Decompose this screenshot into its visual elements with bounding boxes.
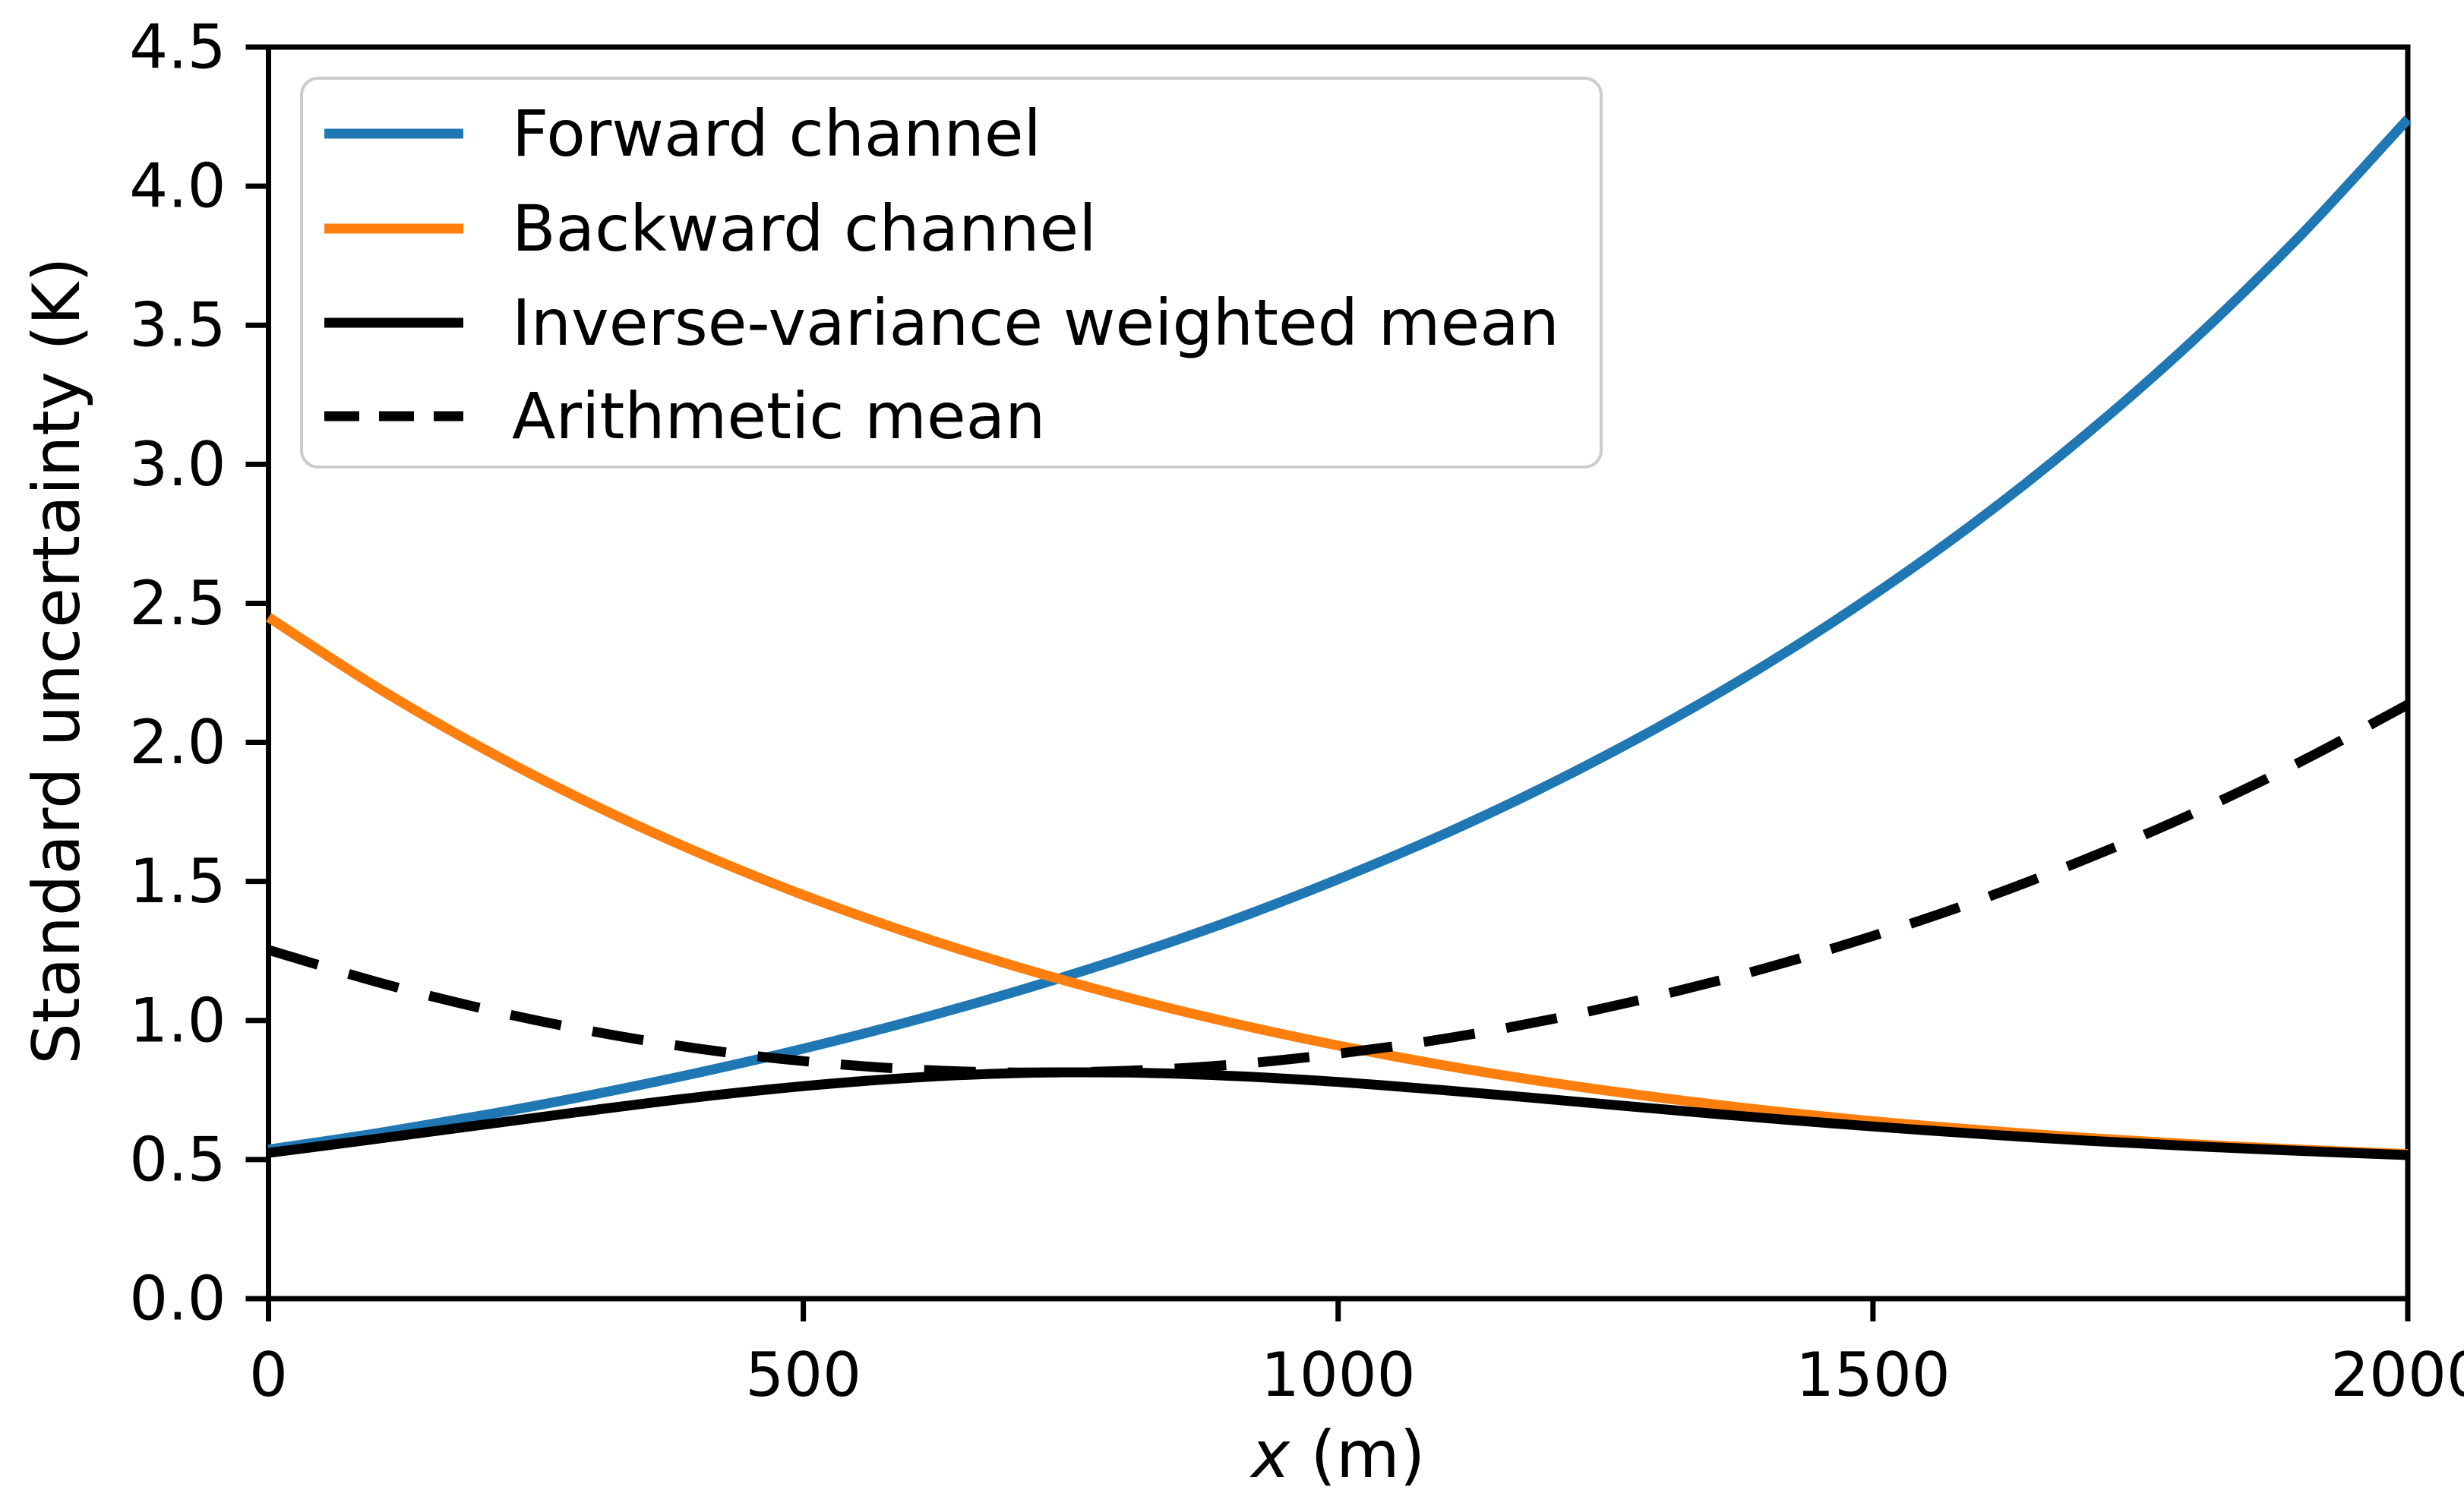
legend-item: Backward channel — [324, 191, 1097, 266]
x-tick-label: 1500 — [1796, 1340, 1951, 1410]
data-curves — [265, 115, 2412, 1160]
curve-arithmetic-mean — [267, 699, 2411, 1078]
y-tick-label: 2.5 — [129, 568, 226, 639]
legend-label: Inverse-variance weighted mean — [512, 286, 1559, 360]
y-tick-label: 0.0 — [129, 1264, 226, 1334]
y-tick-label: 4.0 — [129, 151, 226, 222]
y-tick-label: 3.0 — [129, 429, 226, 500]
legend-label: Arithmetic mean — [512, 379, 1045, 453]
y-tick-label: 3.5 — [129, 290, 226, 361]
x-tick-label: 500 — [745, 1340, 861, 1410]
y-tick-label: 1.0 — [129, 985, 226, 1056]
y-axis-label: Standard uncertainty (K) — [19, 257, 95, 1064]
y-axis-ticks: 0.0 0.5 1.0 1.5 2.0 2.5 3.0 3.5 4.0 4.5 — [129, 12, 269, 1334]
legend-item: Forward channel — [324, 96, 1041, 171]
legend-items: Forward channel Backward channel Inverse-v… — [324, 96, 1559, 453]
curve-backward-channel — [265, 613, 2409, 1160]
legend-label: Forward channel — [512, 96, 1041, 171]
y-tick-label: 2.0 — [129, 707, 226, 778]
curve-inverse-variance-weighted-mean — [267, 1067, 2409, 1160]
curve-forward-channel — [267, 115, 2412, 1155]
legend: Forward channel Backward channel Inverse-v… — [300, 77, 1603, 469]
legend-box — [300, 77, 1603, 469]
y-tick-label: 1.5 — [129, 846, 226, 917]
legend-label: Backward channel — [512, 191, 1097, 266]
legend-item: Inverse-variance weighted mean — [324, 286, 1559, 360]
y-tick-label: 0.5 — [129, 1124, 226, 1195]
x-tick-label: 1000 — [1261, 1340, 1416, 1410]
y-tick-label: 4.5 — [129, 12, 226, 83]
legend-item: Arithmetic mean — [324, 379, 1045, 453]
x-tick-label: 0 — [249, 1340, 288, 1410]
x-axis-label: x (m) — [1249, 1417, 1425, 1493]
